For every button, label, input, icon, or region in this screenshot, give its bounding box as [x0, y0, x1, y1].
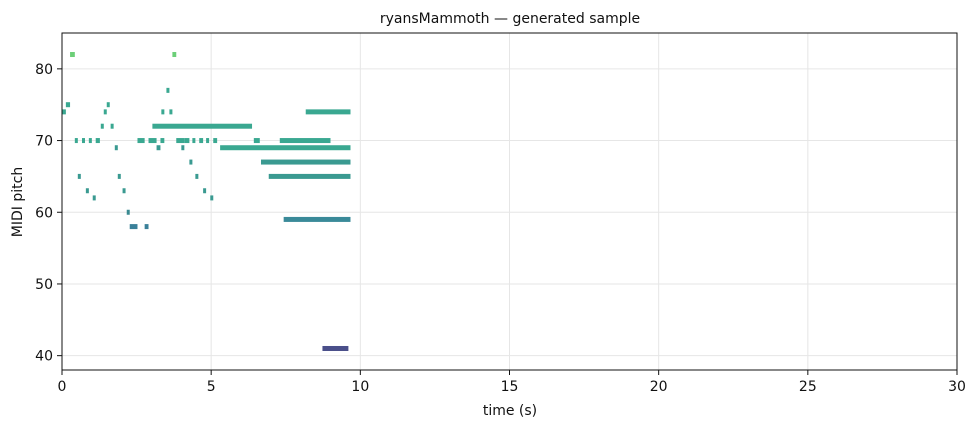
- note-bar: [268, 173, 351, 179]
- x-tick-label: 10: [351, 379, 369, 395]
- note-bar: [106, 102, 110, 108]
- note-bar: [203, 188, 207, 194]
- note-bar: [95, 138, 100, 144]
- note-bar: [156, 145, 161, 151]
- y-tick-label: 80: [35, 62, 53, 78]
- note-bar: [110, 123, 114, 129]
- note-bar: [189, 159, 193, 165]
- note-bar: [322, 345, 349, 351]
- note-bar: [210, 195, 214, 201]
- note-bar: [126, 209, 130, 215]
- note-bar: [85, 188, 89, 194]
- note-bar: [148, 138, 157, 144]
- notes-layer: [62, 52, 351, 351]
- note-bar: [114, 145, 118, 151]
- x-tick-label: 30: [948, 379, 966, 395]
- note-bar: [144, 224, 149, 230]
- note-bar: [77, 173, 81, 179]
- note-bar: [81, 138, 85, 144]
- note-bar: [181, 145, 185, 151]
- chart-title: ryansMammoth — generated sample: [380, 11, 640, 27]
- note-bar: [129, 224, 138, 230]
- note-bar: [195, 173, 199, 179]
- y-tick-label: 40: [35, 349, 53, 365]
- note-bar: [172, 52, 177, 58]
- note-bar: [169, 109, 173, 115]
- note-bar: [220, 145, 351, 151]
- x-tick-label: 25: [799, 379, 817, 395]
- x-tick-label: 5: [207, 379, 216, 395]
- note-bar: [166, 87, 170, 93]
- note-bar: [100, 123, 104, 129]
- note-bar: [176, 138, 185, 144]
- note-bar: [260, 159, 351, 165]
- note-bar: [103, 109, 107, 115]
- x-axis-label: time (s): [483, 403, 537, 419]
- y-tick-label: 70: [35, 134, 53, 150]
- note-bar: [206, 138, 210, 144]
- note-bar: [160, 138, 165, 144]
- note-bar: [74, 138, 78, 144]
- y-tick-label: 60: [35, 205, 53, 221]
- note-bar: [62, 109, 66, 115]
- note-bar: [65, 102, 71, 108]
- note-bar: [253, 138, 260, 144]
- note-bar: [137, 138, 145, 144]
- grid-layer: [61, 33, 958, 370]
- note-bar: [117, 173, 121, 179]
- y-axis-label: MIDI pitch: [10, 167, 26, 237]
- x-tick-label: 0: [58, 379, 67, 395]
- note-bar: [184, 138, 190, 144]
- note-bar: [161, 109, 165, 115]
- note-bar: [122, 188, 126, 194]
- note-bar: [192, 138, 196, 144]
- note-bar: [70, 52, 75, 58]
- note-bar: [213, 138, 218, 144]
- x-tick-label: 15: [501, 379, 519, 395]
- note-bar: [305, 109, 351, 115]
- note-bar: [88, 138, 92, 144]
- note-bar: [199, 138, 204, 144]
- y-axis-ticks: 40 50 60 70 80: [35, 62, 62, 365]
- note-bar: [92, 195, 96, 201]
- x-axis-ticks: 0 5 10 15 20 25 30: [58, 370, 966, 395]
- note-bar: [279, 138, 331, 144]
- y-tick-label: 50: [35, 277, 53, 293]
- x-tick-label: 20: [650, 379, 668, 395]
- note-bar: [152, 123, 253, 129]
- note-bar: [283, 216, 351, 222]
